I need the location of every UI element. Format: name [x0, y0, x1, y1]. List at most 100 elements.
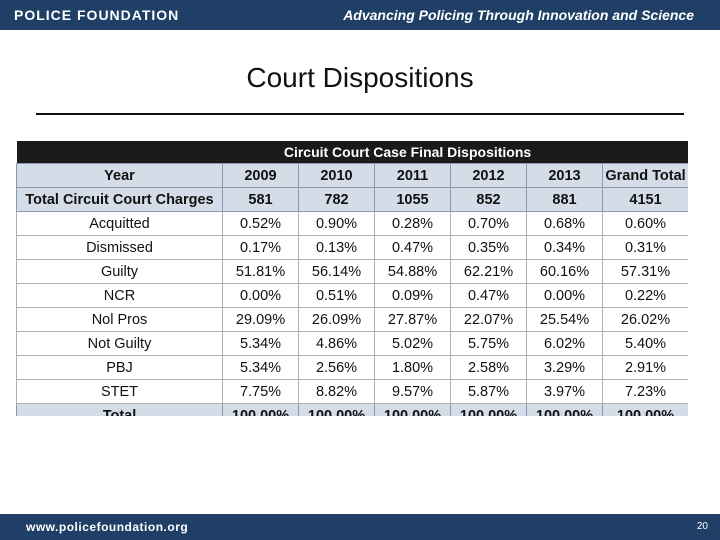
table-cell: 0.52%	[222, 211, 299, 236]
table-cell: 0.31%	[601, 235, 688, 260]
row-label: Acquitted	[16, 211, 223, 236]
table-cell: 0.00%	[526, 283, 603, 308]
table-cell: 25.54%	[526, 307, 603, 332]
table-cell: 782	[298, 187, 375, 212]
table-row: Nol Pros 29.09% 26.09% 27.87% 22.07% 25.…	[16, 307, 688, 332]
table-cell: 0.28%	[374, 211, 451, 236]
column-header: 2013	[526, 163, 603, 188]
table-cell: 1.80%	[374, 355, 451, 380]
title-divider	[36, 113, 684, 115]
table-row: Guilty 51.81% 56.14% 54.88% 62.21% 60.16…	[16, 259, 688, 284]
table-cell: 26.09%	[298, 307, 375, 332]
row-label: PBJ	[16, 355, 223, 380]
table-cell: 0.13%	[298, 235, 375, 260]
page-number: 20	[696, 521, 708, 532]
table-cell: 0.51%	[298, 283, 375, 308]
table-cell: 7.23%	[601, 379, 688, 404]
table-cell: 62.21%	[450, 259, 527, 284]
table-cell: 0.35%	[450, 235, 527, 260]
table-cell: 5.40%	[601, 331, 688, 356]
table-cell: 5.75%	[450, 331, 527, 356]
table-cell: 100.00%	[374, 403, 451, 416]
table-cell: 5.02%	[374, 331, 451, 356]
table-cell: 581	[222, 187, 299, 212]
table-cell: 100.00%	[526, 403, 603, 416]
table-cell: 2.91%	[601, 355, 688, 380]
table-cell: 0.34%	[526, 235, 603, 260]
table-cell: Total Circuit Court Charges	[16, 187, 223, 212]
table-cell: 5.34%	[222, 355, 299, 380]
table-cell: 0.22%	[601, 283, 688, 308]
table-cell: 8.82%	[298, 379, 375, 404]
table-cell: 0.00%	[222, 283, 299, 308]
table-cell: 5.87%	[450, 379, 527, 404]
column-header: 2009	[222, 163, 299, 188]
table-cell: 1055	[374, 187, 451, 212]
table-cell: 51.81%	[222, 259, 299, 284]
table-cell: 57.31%	[601, 259, 688, 284]
table-row: Not Guilty 5.34% 4.86% 5.02% 5.75% 6.02%…	[16, 331, 688, 356]
table-cell: 5.34%	[222, 331, 299, 356]
table-cell: 29.09%	[222, 307, 299, 332]
table-cell: 100.00%	[450, 403, 527, 416]
table-cell: 4151	[601, 187, 688, 212]
table-caption-row: Circuit Court Case Final Dispositions	[16, 141, 688, 164]
footer-url: www.policefoundation.org	[26, 520, 189, 534]
table-row: STET 7.75% 8.82% 9.57% 5.87% 3.97% 7.23%	[16, 379, 688, 404]
table-cell: 56.14%	[298, 259, 375, 284]
table-cell: 0.60%	[601, 211, 688, 236]
table-cell: 7.75%	[222, 379, 299, 404]
table-cell: 54.88%	[374, 259, 451, 284]
table-cell: 4.86%	[298, 331, 375, 356]
table-row: Dismissed 0.17% 0.13% 0.47% 0.35% 0.34% …	[16, 235, 688, 260]
table-cell: 3.97%	[526, 379, 603, 404]
table-row: PBJ 5.34% 2.56% 1.80% 2.58% 3.29% 2.91%	[16, 355, 688, 380]
table-cell: 0.90%	[298, 211, 375, 236]
row-label: STET	[16, 379, 223, 404]
column-header: Year	[16, 163, 223, 188]
table-cell: 0.09%	[374, 283, 451, 308]
table-cell: 60.16%	[526, 259, 603, 284]
row-label: Nol Pros	[16, 307, 223, 332]
table-cell: 0.47%	[374, 235, 451, 260]
row-label: Dismissed	[16, 235, 223, 260]
column-header: 2012	[450, 163, 527, 188]
table-cell: 26.02%	[601, 307, 688, 332]
row-label: Guilty	[16, 259, 223, 284]
slide-title: Court Dispositions	[246, 62, 474, 93]
table-cell: 22.07%	[450, 307, 527, 332]
table-cell: 2.58%	[450, 355, 527, 380]
table-cell: 100.00%	[222, 403, 299, 416]
table-cell: 0.68%	[526, 211, 603, 236]
tagline: Advancing Policing Through Innovation an…	[343, 7, 694, 23]
column-header: 2010	[298, 163, 375, 188]
table-cell: 6.02%	[526, 331, 603, 356]
table-cell: 0.70%	[450, 211, 527, 236]
table-cell: 100.00%	[601, 403, 688, 416]
table-cell: 852	[450, 187, 527, 212]
charges-row: Total Circuit Court Charges 581 782 1055…	[16, 187, 688, 212]
column-header: 2011	[374, 163, 451, 188]
dispositions-table: Circuit Court Case Final Dispositions Ye…	[16, 141, 688, 416]
table-cell: 2.56%	[298, 355, 375, 380]
table-cell: 881	[526, 187, 603, 212]
row-label: NCR	[16, 283, 223, 308]
header-bar: POLICE FOUNDATION Advancing Policing Thr…	[0, 0, 720, 30]
footer-bar: www.policefoundation.org 20	[0, 514, 720, 540]
table-cell: 0.17%	[222, 235, 299, 260]
table-cell: 9.57%	[374, 379, 451, 404]
table-caption: Circuit Court Case Final Dispositions	[16, 141, 688, 164]
table-cell: Total	[16, 403, 223, 416]
table-row: Acquitted 0.52% 0.90% 0.28% 0.70% 0.68% …	[16, 211, 688, 236]
table-cell: 0.47%	[450, 283, 527, 308]
table-cell: 27.87%	[374, 307, 451, 332]
column-header: Grand Total	[601, 163, 688, 188]
table-cell: 100.00%	[298, 403, 375, 416]
total-row: Total 100.00% 100.00% 100.00% 100.00% 10…	[16, 403, 688, 416]
dispositions-table-container: Circuit Court Case Final Dispositions Ye…	[16, 141, 688, 416]
row-label: Not Guilty	[16, 331, 223, 356]
brand-logo-text: POLICE FOUNDATION	[14, 7, 180, 23]
table-cell: 3.29%	[526, 355, 603, 380]
table-row: NCR 0.00% 0.51% 0.09% 0.47% 0.00% 0.22%	[16, 283, 688, 308]
table-header-row: Year 2009 2010 2011 2012 2013 Grand Tota…	[16, 163, 688, 188]
